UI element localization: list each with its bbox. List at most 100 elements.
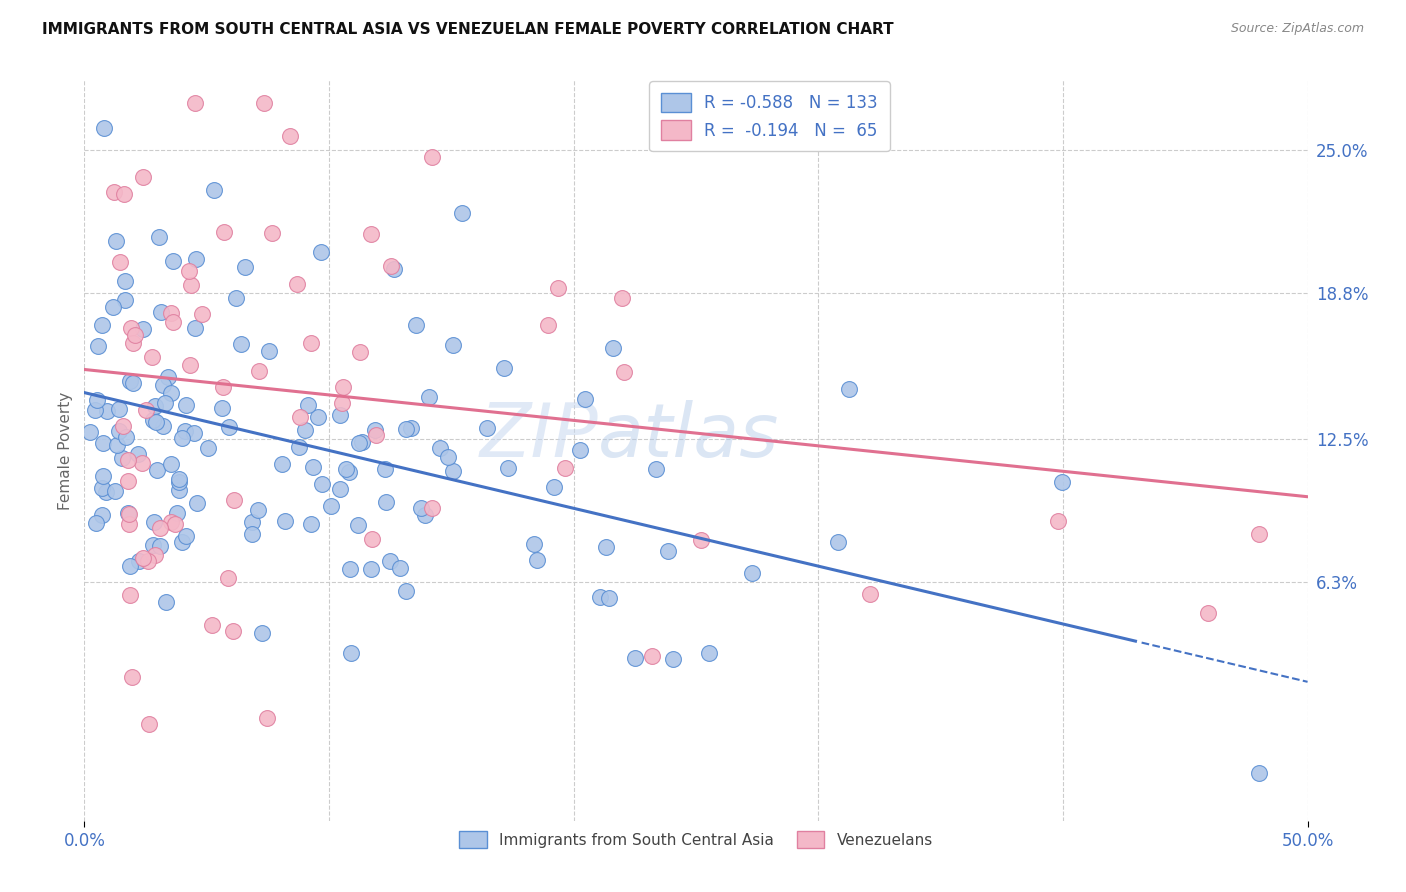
Point [641,648,664,663]
Point [160,385,183,400]
Point [554,461,576,475]
Point [159,306,181,320]
Point [1046,514,1069,528]
Point [526,553,548,567]
Point [118,516,141,531]
Point [108,255,131,269]
Point [217,571,239,585]
Point [90,318,112,332]
Point [124,327,146,342]
Point [598,591,620,605]
Point [330,396,353,410]
Point [90,481,112,495]
Point [180,278,202,293]
Point [136,554,159,568]
Point [148,229,170,244]
Point [91,436,114,450]
Point [86,392,108,407]
Point [155,594,177,608]
Point [859,586,882,600]
Point [105,234,128,248]
Point [247,364,270,378]
Point [121,335,143,350]
Point [537,318,560,333]
Point [418,390,440,404]
Point [612,365,634,379]
Point [329,408,352,422]
Point [288,409,311,424]
Point [91,469,114,483]
Point [174,529,197,543]
Text: ZIP: ZIP [479,400,598,472]
Point [212,225,235,239]
Point [149,521,172,535]
Point [543,480,565,494]
Point [184,96,207,111]
Point [349,344,371,359]
Point [135,403,157,417]
Point [299,517,322,532]
Point [441,337,464,351]
Point [741,566,763,580]
Point [120,321,142,335]
Point [661,652,683,666]
Point [240,515,263,529]
Point [574,392,596,407]
Point [197,442,219,456]
Point [172,432,194,446]
Point [152,377,174,392]
Point [360,562,382,576]
Point [165,516,187,531]
Point [222,493,245,508]
Point [117,506,139,520]
Point [378,553,401,567]
Point [142,413,165,427]
Point [569,443,592,458]
Point [361,532,384,546]
Point [142,516,165,530]
Point [689,533,711,547]
Point [91,508,114,522]
Point [374,461,396,475]
Point [87,339,110,353]
Point [84,403,107,417]
Point [170,535,193,549]
Point [115,429,138,443]
Point [256,711,278,725]
Point [339,562,361,576]
Point [360,227,382,241]
Point [114,293,136,307]
Point [108,424,131,438]
Point [120,374,142,388]
Point [132,551,155,566]
Point [252,96,274,111]
Point [143,548,166,562]
Point [450,206,472,220]
Point [657,544,679,558]
Point [405,318,427,332]
Point [496,461,519,475]
Point [380,259,402,273]
Point [121,670,143,684]
Point [350,435,373,450]
Point [177,264,200,278]
Point [321,499,343,513]
Point [602,341,624,355]
Point [142,538,165,552]
Point [167,472,190,486]
Point [84,516,107,530]
Point [413,508,436,523]
Point [107,402,129,417]
Point [114,274,136,288]
Point [184,321,207,335]
Point [441,465,464,479]
Legend: Immigrants from South Central Asia, Venezuelans: Immigrants from South Central Asia, Vene… [450,822,942,857]
Point [297,398,319,412]
Point [257,344,280,359]
Point [610,291,633,305]
Point [176,398,198,412]
Point [179,359,201,373]
Point [395,422,418,436]
Point [225,291,247,305]
Point [246,502,269,516]
